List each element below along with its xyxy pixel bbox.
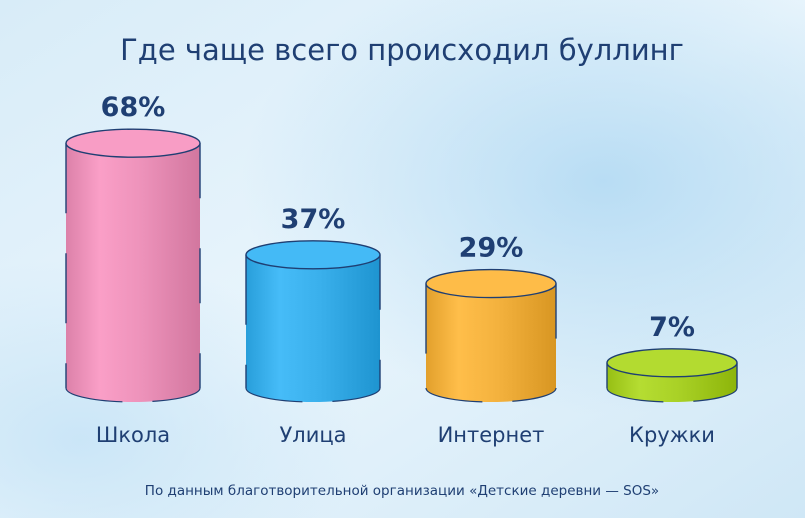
bar-1: 68% Школа: [65, 92, 201, 447]
category-label: Школа: [96, 423, 170, 447]
bar-top: [245, 240, 381, 270]
bars-layer: 68% Школа 37% Улица 29% Интернет 7% Кружки: [65, 92, 738, 447]
value-label: 68%: [101, 92, 166, 123]
bar-body: [66, 143, 200, 402]
category-label: Интернет: [438, 423, 545, 447]
bar-3: 29% Интернет: [425, 233, 557, 447]
bar-top: [606, 348, 738, 378]
bar-bottom-edge: [245, 387, 381, 403]
bar-bottom-edge: [65, 387, 201, 403]
category-label: Улица: [279, 423, 346, 447]
bar-top: [65, 128, 201, 158]
value-label: 7%: [649, 312, 695, 343]
value-label: 37%: [281, 204, 346, 235]
bar-top: [425, 268, 557, 299]
bar-body: [246, 254, 380, 402]
category-label: Кружки: [629, 423, 715, 447]
value-label: 29%: [459, 233, 524, 264]
bar-2: 37% Улица: [245, 204, 381, 447]
bar-4: 7% Кружки: [606, 312, 738, 447]
bar-bottom-edge: [425, 387, 557, 403]
bar-bottom-edge: [606, 387, 738, 403]
footnote: По данным благотворительной организации …: [145, 483, 659, 499]
bar-body: [426, 283, 556, 402]
chart-title: Где чаще всего происходил буллинг: [120, 33, 684, 67]
